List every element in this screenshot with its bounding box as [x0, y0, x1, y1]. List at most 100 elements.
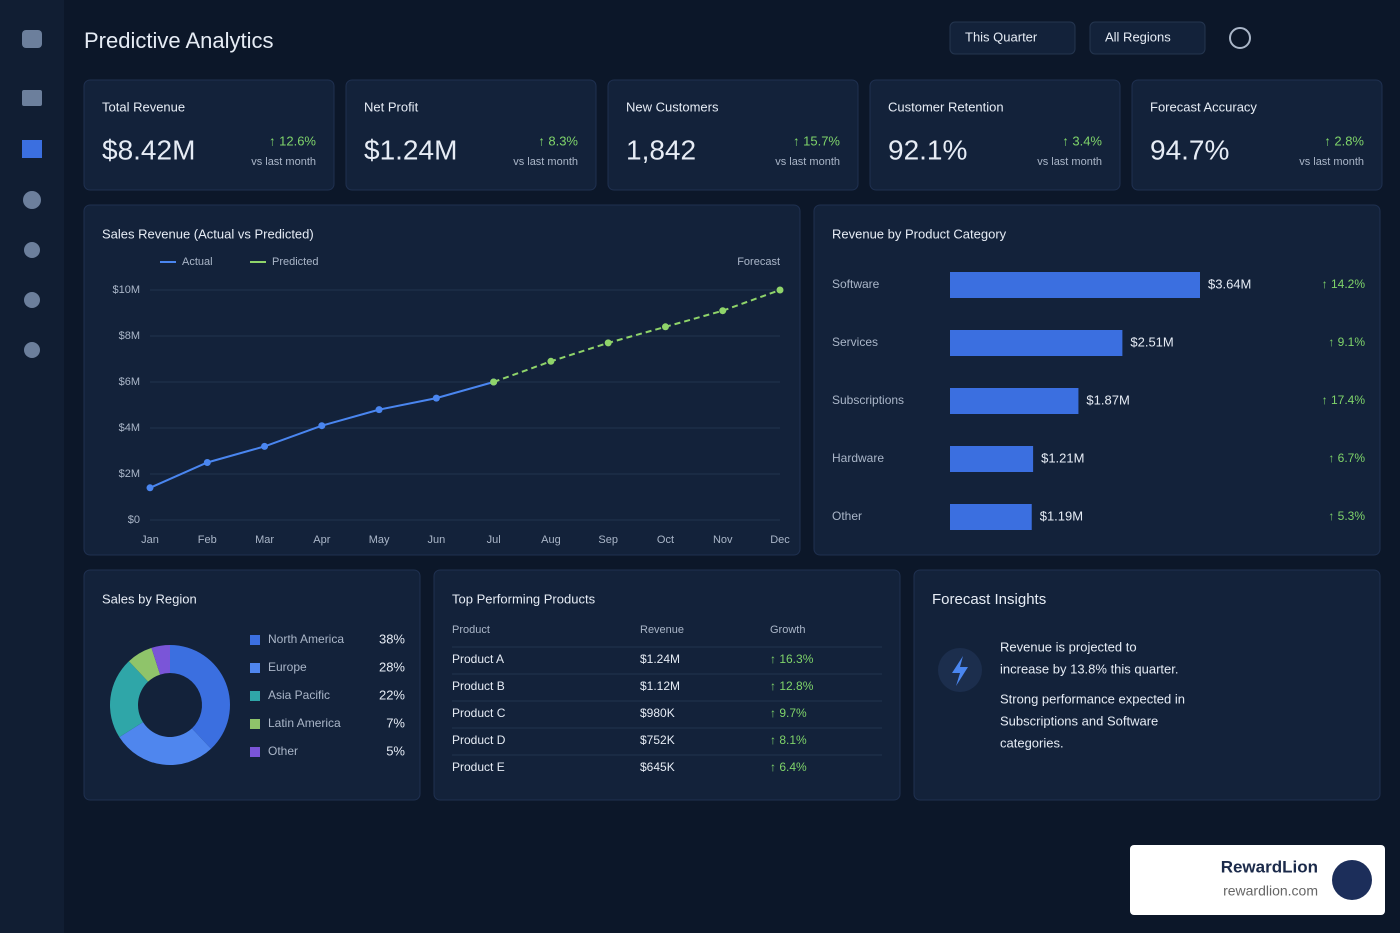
pie-icon[interactable]	[23, 191, 41, 209]
home-icon[interactable]	[22, 90, 42, 106]
kpi-card	[83, 79, 335, 191]
legend-label: Other	[268, 744, 298, 758]
bar	[950, 330, 1123, 356]
kpi-change: ↑ 12.6%	[269, 133, 316, 148]
brand-logo	[1332, 860, 1372, 900]
legend-swatch	[250, 691, 260, 701]
category-label: Subscriptions	[832, 393, 904, 407]
y-tick-label: $8M	[119, 330, 140, 342]
insight-line: Strong performance expected in	[1000, 691, 1185, 706]
table-cell: Product C	[452, 706, 506, 720]
sidebar-icons	[22, 30, 42, 358]
legend-swatch	[250, 719, 260, 729]
kpi-label: Total Revenue	[102, 99, 185, 114]
chart-title: Sales by Region	[102, 591, 197, 606]
value-label: $3.64M	[1208, 276, 1251, 291]
table-cell: $1.12M	[640, 679, 680, 693]
table-cell: Product A	[452, 652, 504, 666]
legend-label: Actual	[182, 256, 213, 268]
value-label: 38%	[379, 631, 405, 646]
table-title: Top Performing Products	[452, 591, 596, 606]
legend-swatch	[250, 663, 260, 673]
donut-slice	[128, 647, 161, 682]
sidebar	[0, 0, 64, 933]
insight-line: Revenue is projected to	[1000, 639, 1137, 654]
kpi-note: vs last month	[513, 156, 578, 168]
donut-slice	[170, 645, 230, 749]
growth-label: ↑ 17.4%	[1322, 393, 1366, 407]
data-point	[604, 339, 612, 347]
data-point	[661, 323, 669, 331]
x-tick-label: Apr	[313, 534, 330, 546]
y-tick-label: $6M	[119, 376, 140, 388]
value-label: $1.87M	[1086, 392, 1129, 407]
growth-label: ↑ 9.1%	[1328, 335, 1365, 349]
value-label: $1.19M	[1040, 508, 1083, 523]
y-tick-label: $0	[128, 514, 140, 526]
insights-title: Forecast Insights	[932, 591, 1046, 608]
users-icon[interactable]	[24, 242, 40, 258]
bell-icon[interactable]	[1229, 27, 1251, 49]
x-tick-label: May	[369, 534, 390, 546]
kpi-value: 94.7%	[1150, 134, 1229, 165]
insight-line: categories.	[1000, 735, 1064, 750]
kpi-label: Customer Retention	[888, 99, 1004, 114]
category-panel	[813, 204, 1381, 556]
category-label: Services	[832, 335, 878, 349]
value-label: 7%	[386, 715, 405, 730]
x-tick-label: Feb	[198, 534, 217, 546]
data-point	[432, 394, 440, 402]
donut-slice	[109, 661, 149, 738]
y-tick-label: $10M	[112, 284, 140, 296]
insight-line: increase by 13.8% this quarter.	[1000, 661, 1179, 676]
kpi-value: $8.42M	[102, 134, 195, 165]
table-cell: ↑ 16.3%	[770, 652, 814, 666]
value-label: 28%	[379, 659, 405, 674]
growth-label: ↑ 14.2%	[1322, 277, 1366, 291]
table-cell: ↑ 6.4%	[770, 760, 807, 774]
quarter-filter[interactable]	[949, 21, 1076, 55]
table-cell: $752K	[640, 733, 675, 747]
region-filter[interactable]	[1089, 21, 1206, 55]
kpi-label: Forecast Accuracy	[1150, 99, 1257, 114]
data-point	[719, 307, 727, 315]
kpi-note: vs last month	[1299, 156, 1364, 168]
table-cell: $645K	[640, 760, 675, 774]
settings-icon[interactable]	[24, 292, 40, 308]
legend-label: Europe	[268, 660, 307, 674]
kpi-value: 1,842	[626, 134, 696, 165]
y-tick-label: $4M	[119, 422, 140, 434]
legend-label: Asia Pacific	[268, 688, 330, 702]
bar	[950, 446, 1034, 472]
kpi-note: vs last month	[1037, 156, 1102, 168]
kpi-note: vs last month	[251, 156, 316, 168]
growth-label: ↑ 5.3%	[1328, 509, 1365, 523]
x-tick-label: Aug	[541, 534, 561, 546]
analytics-icon[interactable]	[22, 140, 42, 158]
column-header: Product	[452, 624, 490, 636]
bar	[950, 272, 1200, 298]
config-icon[interactable]	[24, 342, 40, 358]
logo-icon[interactable]	[22, 30, 42, 48]
x-tick-label: Oct	[657, 534, 674, 546]
bar	[950, 504, 1032, 530]
data-point	[203, 459, 211, 466]
value-label: $2.51M	[1130, 334, 1173, 349]
legend-label: Latin America	[268, 716, 341, 730]
bar	[950, 388, 1079, 414]
legend-swatch	[250, 635, 260, 645]
insight-line: Subscriptions and Software	[1000, 713, 1158, 728]
kpi-card	[345, 79, 597, 191]
category-label: Software	[832, 277, 880, 291]
chart-title: Sales Revenue (Actual vs Predicted)	[102, 226, 314, 241]
data-point	[776, 286, 784, 294]
kpi-value: $1.24M	[364, 134, 457, 165]
page-title: Predictive Analytics	[84, 28, 274, 53]
annotation: Forecast	[737, 256, 780, 268]
value-label: $1.21M	[1041, 450, 1084, 465]
table-cell: ↑ 9.7%	[770, 706, 807, 720]
kpi-card	[1131, 79, 1383, 191]
kpi-note: vs last month	[775, 156, 840, 168]
x-tick-label: Jan	[141, 534, 159, 546]
